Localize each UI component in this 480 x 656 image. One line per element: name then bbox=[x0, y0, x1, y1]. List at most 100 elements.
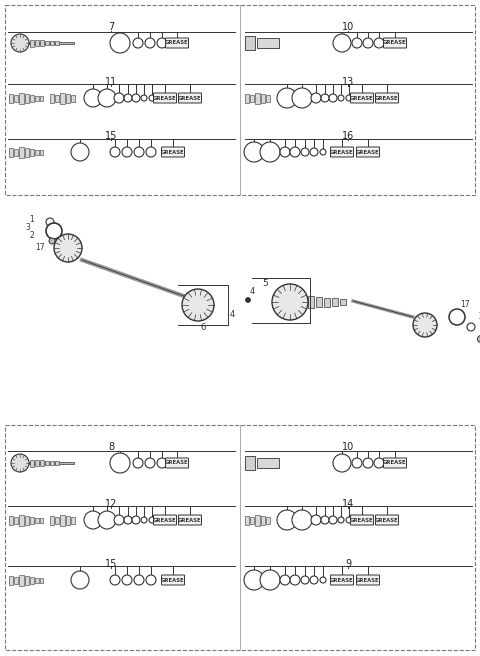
Circle shape bbox=[329, 94, 337, 102]
Circle shape bbox=[320, 149, 326, 155]
FancyBboxPatch shape bbox=[161, 575, 184, 585]
Text: 1: 1 bbox=[30, 216, 35, 224]
Circle shape bbox=[346, 95, 352, 101]
Text: GREASE: GREASE bbox=[383, 41, 407, 45]
Circle shape bbox=[338, 95, 344, 101]
Circle shape bbox=[260, 570, 280, 590]
Bar bbox=[5, 425, 475, 650]
Bar bbox=[5, 5, 475, 195]
Circle shape bbox=[310, 148, 318, 156]
Text: GREASE: GREASE bbox=[153, 96, 177, 100]
Bar bbox=[257, 458, 279, 468]
Circle shape bbox=[110, 33, 130, 53]
Circle shape bbox=[98, 511, 116, 529]
Circle shape bbox=[114, 515, 124, 525]
FancyBboxPatch shape bbox=[384, 458, 407, 468]
Circle shape bbox=[46, 218, 54, 226]
Bar bbox=[19, 514, 24, 525]
Circle shape bbox=[244, 142, 264, 162]
Text: 11: 11 bbox=[105, 77, 117, 87]
Circle shape bbox=[141, 95, 147, 101]
Circle shape bbox=[149, 517, 155, 523]
FancyBboxPatch shape bbox=[350, 515, 373, 525]
Bar bbox=[266, 516, 270, 523]
Circle shape bbox=[346, 517, 352, 523]
Text: GREASE: GREASE bbox=[356, 577, 380, 583]
Bar bbox=[25, 148, 29, 157]
Bar bbox=[30, 94, 34, 102]
Text: 10: 10 bbox=[342, 442, 354, 452]
Bar bbox=[55, 461, 59, 464]
Text: 3: 3 bbox=[25, 224, 30, 232]
FancyBboxPatch shape bbox=[350, 93, 373, 103]
Bar bbox=[45, 41, 49, 45]
Text: 5: 5 bbox=[262, 279, 268, 288]
Bar bbox=[30, 459, 34, 466]
Bar bbox=[30, 577, 34, 583]
Circle shape bbox=[260, 142, 280, 162]
Circle shape bbox=[244, 570, 264, 590]
Bar bbox=[25, 516, 29, 525]
Circle shape bbox=[280, 147, 290, 157]
Bar bbox=[25, 94, 29, 102]
Bar bbox=[60, 92, 65, 104]
Bar bbox=[332, 298, 338, 306]
Bar bbox=[261, 516, 265, 525]
Bar bbox=[25, 575, 29, 584]
Circle shape bbox=[141, 517, 147, 523]
Circle shape bbox=[132, 94, 140, 102]
FancyBboxPatch shape bbox=[179, 515, 202, 525]
Circle shape bbox=[363, 38, 373, 48]
Circle shape bbox=[110, 575, 120, 585]
Bar bbox=[19, 92, 24, 104]
Bar bbox=[35, 96, 39, 100]
Circle shape bbox=[11, 454, 29, 472]
Circle shape bbox=[374, 38, 384, 48]
Circle shape bbox=[149, 95, 155, 101]
Bar bbox=[14, 94, 18, 102]
Bar bbox=[40, 577, 43, 583]
Bar bbox=[29, 42, 74, 44]
Circle shape bbox=[290, 575, 300, 585]
Text: 8: 8 bbox=[108, 442, 114, 452]
FancyBboxPatch shape bbox=[154, 93, 177, 103]
Bar bbox=[50, 41, 54, 45]
Bar bbox=[30, 516, 34, 523]
Bar bbox=[30, 39, 34, 47]
Circle shape bbox=[54, 234, 82, 262]
Circle shape bbox=[146, 575, 156, 585]
Bar bbox=[40, 96, 43, 100]
Circle shape bbox=[110, 147, 120, 157]
Bar bbox=[14, 148, 18, 155]
Bar bbox=[257, 38, 279, 48]
Text: 6: 6 bbox=[200, 323, 206, 332]
FancyBboxPatch shape bbox=[179, 93, 202, 103]
Circle shape bbox=[413, 313, 437, 337]
FancyBboxPatch shape bbox=[331, 147, 353, 157]
Circle shape bbox=[290, 147, 300, 157]
Bar bbox=[40, 518, 43, 522]
Bar bbox=[266, 94, 270, 102]
Circle shape bbox=[333, 454, 351, 472]
FancyBboxPatch shape bbox=[384, 38, 407, 48]
Text: 9: 9 bbox=[345, 559, 351, 569]
Circle shape bbox=[478, 335, 480, 342]
Circle shape bbox=[352, 458, 362, 468]
Circle shape bbox=[98, 89, 116, 107]
Bar bbox=[9, 148, 13, 157]
Circle shape bbox=[245, 298, 251, 302]
Circle shape bbox=[146, 147, 156, 157]
Bar bbox=[35, 577, 39, 583]
Bar bbox=[55, 243, 61, 253]
Bar bbox=[55, 94, 59, 102]
Text: 15: 15 bbox=[105, 559, 117, 569]
Bar bbox=[60, 514, 65, 525]
Circle shape bbox=[114, 93, 124, 103]
Circle shape bbox=[11, 34, 29, 52]
Text: 12: 12 bbox=[105, 499, 117, 509]
Text: GREASE: GREASE bbox=[375, 518, 399, 522]
Circle shape bbox=[363, 458, 373, 468]
Bar bbox=[29, 462, 74, 464]
Circle shape bbox=[157, 38, 167, 48]
Circle shape bbox=[352, 38, 362, 48]
